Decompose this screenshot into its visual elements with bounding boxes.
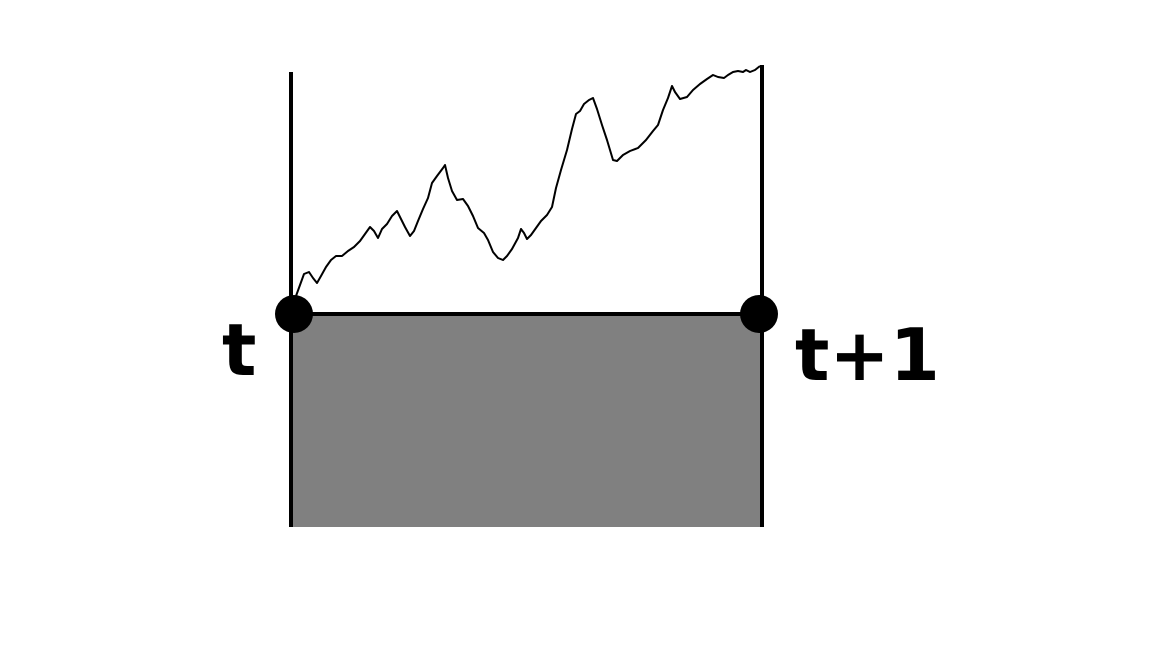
start-point (275, 295, 313, 333)
end-point (740, 295, 778, 333)
label-t: t (222, 308, 256, 392)
label-t-plus-1: t+1 (795, 313, 940, 397)
shaded-box (291, 314, 762, 527)
random-path (290, 65, 761, 311)
